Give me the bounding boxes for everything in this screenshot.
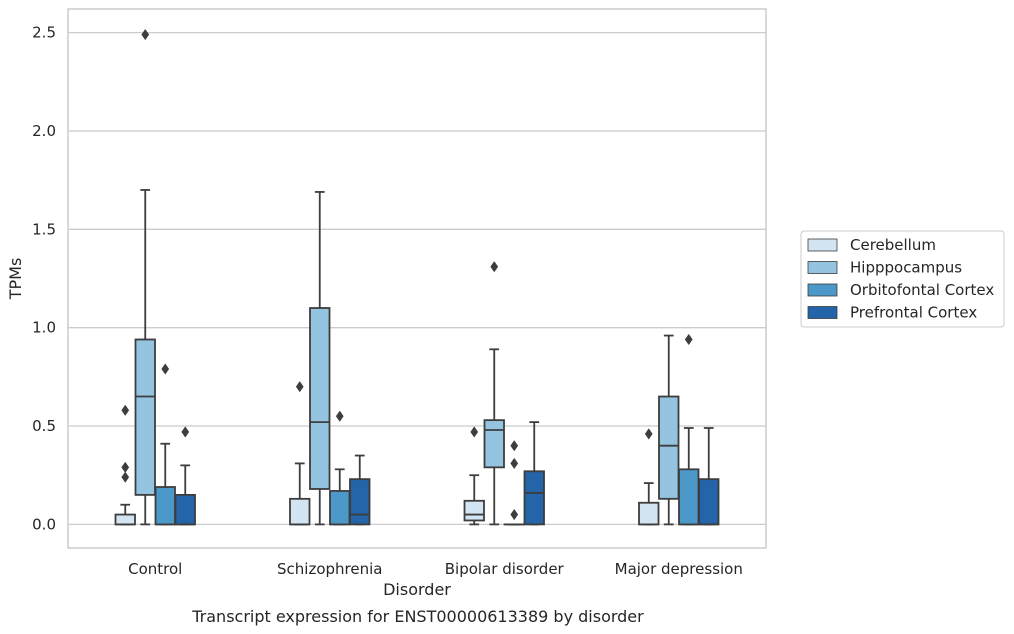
- legend: Cerebellum Hipppocampus Orbitofontal Corte…: [800, 230, 1005, 328]
- legend-swatch: [807, 238, 838, 252]
- box-group: [289, 381, 311, 526]
- legend-frame: [800, 230, 1005, 328]
- box: [463, 499, 485, 522]
- outlier-point: [121, 404, 130, 416]
- box-group: [134, 28, 156, 526]
- x-tick-label: Schizophrenia: [277, 560, 382, 578]
- box: [154, 486, 176, 526]
- chart-caption: Transcript expression for ENST0000061338…: [191, 607, 644, 626]
- box: [678, 468, 700, 526]
- outlier-point: [335, 410, 344, 422]
- outlier-point: [161, 363, 170, 375]
- outlier-point: [490, 261, 499, 273]
- x-tick-labels: Control Schizophrenia Bipolar disorder Majo…: [128, 560, 743, 578]
- x-tick-label: Control: [128, 560, 182, 578]
- box: [523, 470, 545, 526]
- y-tick-label: 0.5: [32, 417, 56, 435]
- box: [658, 395, 680, 500]
- box-group: [503, 440, 525, 526]
- box-group: [349, 454, 371, 526]
- box: [114, 513, 136, 526]
- box-group: [638, 428, 660, 526]
- box: [638, 501, 660, 526]
- outlier-point: [470, 426, 479, 438]
- outlier-point: [295, 381, 304, 393]
- legend-label: Cerebellum: [850, 236, 936, 254]
- box-group: [309, 191, 331, 526]
- outlier-point: [510, 508, 519, 521]
- box-group: [658, 334, 680, 526]
- outlier-point: [644, 428, 653, 440]
- box: [174, 493, 196, 526]
- plot-frame: [67, 8, 767, 549]
- outlier-point: [121, 461, 130, 473]
- outlier-point: [510, 440, 519, 452]
- boxes: [114, 28, 720, 526]
- y-tick-label: 1.5: [32, 220, 56, 238]
- box-group: [154, 363, 176, 526]
- box: [309, 307, 331, 490]
- outlier-point: [510, 457, 519, 470]
- y-tick-label: 1.0: [32, 319, 56, 337]
- legend-label: Prefrontal Cortex: [850, 304, 977, 322]
- x-axis-title: Disorder: [383, 580, 451, 599]
- legend-swatch: [807, 261, 838, 274]
- box-group: [698, 427, 720, 526]
- box-group: [483, 261, 505, 526]
- legend-label: Hipppocampus: [850, 259, 962, 277]
- box-group: [678, 333, 700, 526]
- outlier-point: [181, 426, 190, 438]
- box: [134, 338, 156, 496]
- outlier-point: [121, 471, 130, 483]
- box-group: [114, 404, 136, 526]
- box: [289, 497, 311, 526]
- box-group: [463, 426, 485, 526]
- y-tick-label: 2.0: [32, 122, 56, 140]
- y-tick-label: 2.5: [32, 24, 56, 42]
- x-tick-label: Bipolar disorder: [445, 560, 565, 578]
- box-group: [329, 410, 351, 526]
- box: [349, 478, 371, 526]
- legend-label: Orbitofontal Cortex: [850, 281, 994, 299]
- legend-swatch: [807, 283, 838, 297]
- outlier-point: [141, 28, 150, 41]
- legend-swatch: [807, 306, 838, 319]
- box: [483, 419, 505, 469]
- outlier-point: [684, 333, 693, 346]
- box-group: [523, 421, 545, 526]
- box: [698, 478, 720, 526]
- y-tick-labels: 0.0 0.5 1.0 1.5 2.0 2.5: [32, 24, 56, 534]
- x-tick-label: Major depression: [615, 560, 743, 578]
- box: [329, 490, 351, 526]
- y-axis-title: TPMs: [6, 258, 25, 301]
- y-tick-label: 0.0: [32, 515, 56, 533]
- box-group: [174, 426, 196, 526]
